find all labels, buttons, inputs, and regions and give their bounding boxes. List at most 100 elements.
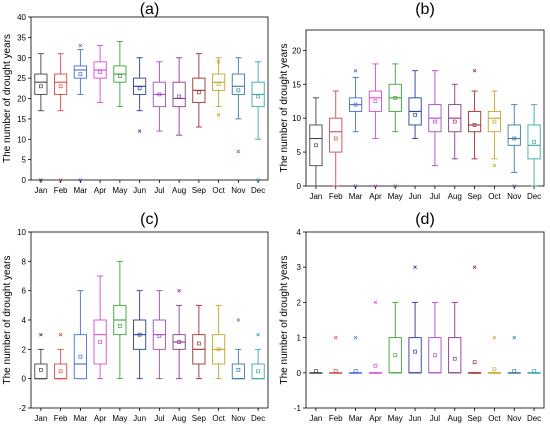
mean-marker [353,369,358,373]
box-iqr [329,117,343,153]
x-tick-label: Dec [527,192,541,201]
x-tick-label: Sep [467,192,482,201]
y-tick-label: 4 [22,316,27,325]
box-jun [133,57,147,133]
panel-title: (a) [140,1,160,18]
mean-marker [216,347,221,352]
mean-marker [39,368,43,372]
outlier-point [333,335,338,340]
x-tick-label: May [112,186,127,195]
outlier-point [78,178,83,182]
box-iqr [93,319,107,365]
panel-c: (c) The number of drought years -2 0 2 4 6 8 10 J… [2,211,269,423]
y-tick-label: 0 [297,182,302,191]
x-tick-label: Jan [34,186,47,195]
mean-marker [236,368,241,372]
mean-marker [39,84,43,89]
box-feb [54,53,68,182]
mean-marker [393,95,398,100]
y-tick-label: 3 [297,263,302,272]
y-axis-label: The number of drought years [279,44,290,173]
box-apr [93,45,107,104]
y-tick-label: 1 [297,334,302,343]
outlier-point [256,332,260,337]
box-nov [507,335,521,374]
box-aug [448,301,462,374]
mean-marker [472,123,477,127]
x-tick-label: Jun [409,414,422,423]
y-tick-label: 0 [22,176,27,185]
outlier-point [236,149,241,154]
box-dec [527,369,541,374]
mean-marker [256,369,260,374]
outlier-point [236,318,241,322]
x-tick-label: Apr [369,414,382,423]
x-tick-label: May [388,414,403,423]
x-tick-label: Feb [329,192,343,201]
x-tick-label: Feb [54,186,68,195]
y-tick-label: 15 [292,80,301,89]
y-tick-label: 10 [17,135,26,144]
x-tick-label: Dec [251,414,265,423]
outlier-point [353,68,358,73]
x-tick-label: Sep [192,414,207,423]
y-axis-label: The number of drought years [2,34,13,163]
box-iqr [408,337,422,374]
box-mar [73,290,87,380]
x-tick-label: Oct [488,192,501,201]
outlier-point [512,184,517,188]
x-tick-label: Jan [309,192,322,201]
box-jan [34,332,48,380]
y-tick-label: 35 [17,33,26,42]
box-aug [448,83,462,160]
box-iqr [54,73,68,95]
mean-marker [78,354,83,359]
mean-marker [98,340,102,344]
outlier-point [58,178,63,182]
x-tick-label: Mar [73,414,87,423]
x-tick-label: Apr [369,192,382,201]
outlier-point [512,335,517,340]
box-dec [527,104,541,187]
box-oct [487,335,502,374]
box-dec [251,61,265,182]
outlier-point [492,335,497,340]
panel-title: (b) [415,1,435,18]
box-iqr [388,337,402,374]
y-tick-label: -1 [294,404,302,413]
mean-marker [118,74,122,78]
mean-marker [58,84,63,89]
plot-frame [305,231,545,409]
y-tick-label: 20 [17,95,26,104]
box-iqr [428,337,442,374]
outlier-point [137,129,142,133]
box-jun [133,290,147,380]
x-tick-label: Oct [212,186,225,195]
outlier-point [472,68,477,73]
box-iqr [448,337,462,374]
box-dec [251,332,265,380]
box-aug [172,57,186,136]
y-tick-label: 5 [22,156,27,165]
x-tick-label: Nov [231,414,245,423]
x-tick-label: Aug [448,192,462,201]
outlier-point [256,178,260,182]
y-tick-label: 20 [292,46,301,55]
y-tick-label: -2 [19,404,27,413]
mean-marker [512,136,517,141]
mean-marker [197,90,201,95]
mean-marker [472,360,477,365]
box-jan [34,53,48,182]
outlier-point [413,265,417,269]
box-apr [368,300,383,374]
mean-marker [197,341,201,346]
box-nov [507,104,521,188]
box-iqr [507,124,521,146]
box-may [388,301,402,374]
x-tick-label: Jul [154,414,164,423]
box-iqr [231,73,245,95]
box-feb [329,90,343,187]
x-tick-label: Oct [212,414,225,423]
